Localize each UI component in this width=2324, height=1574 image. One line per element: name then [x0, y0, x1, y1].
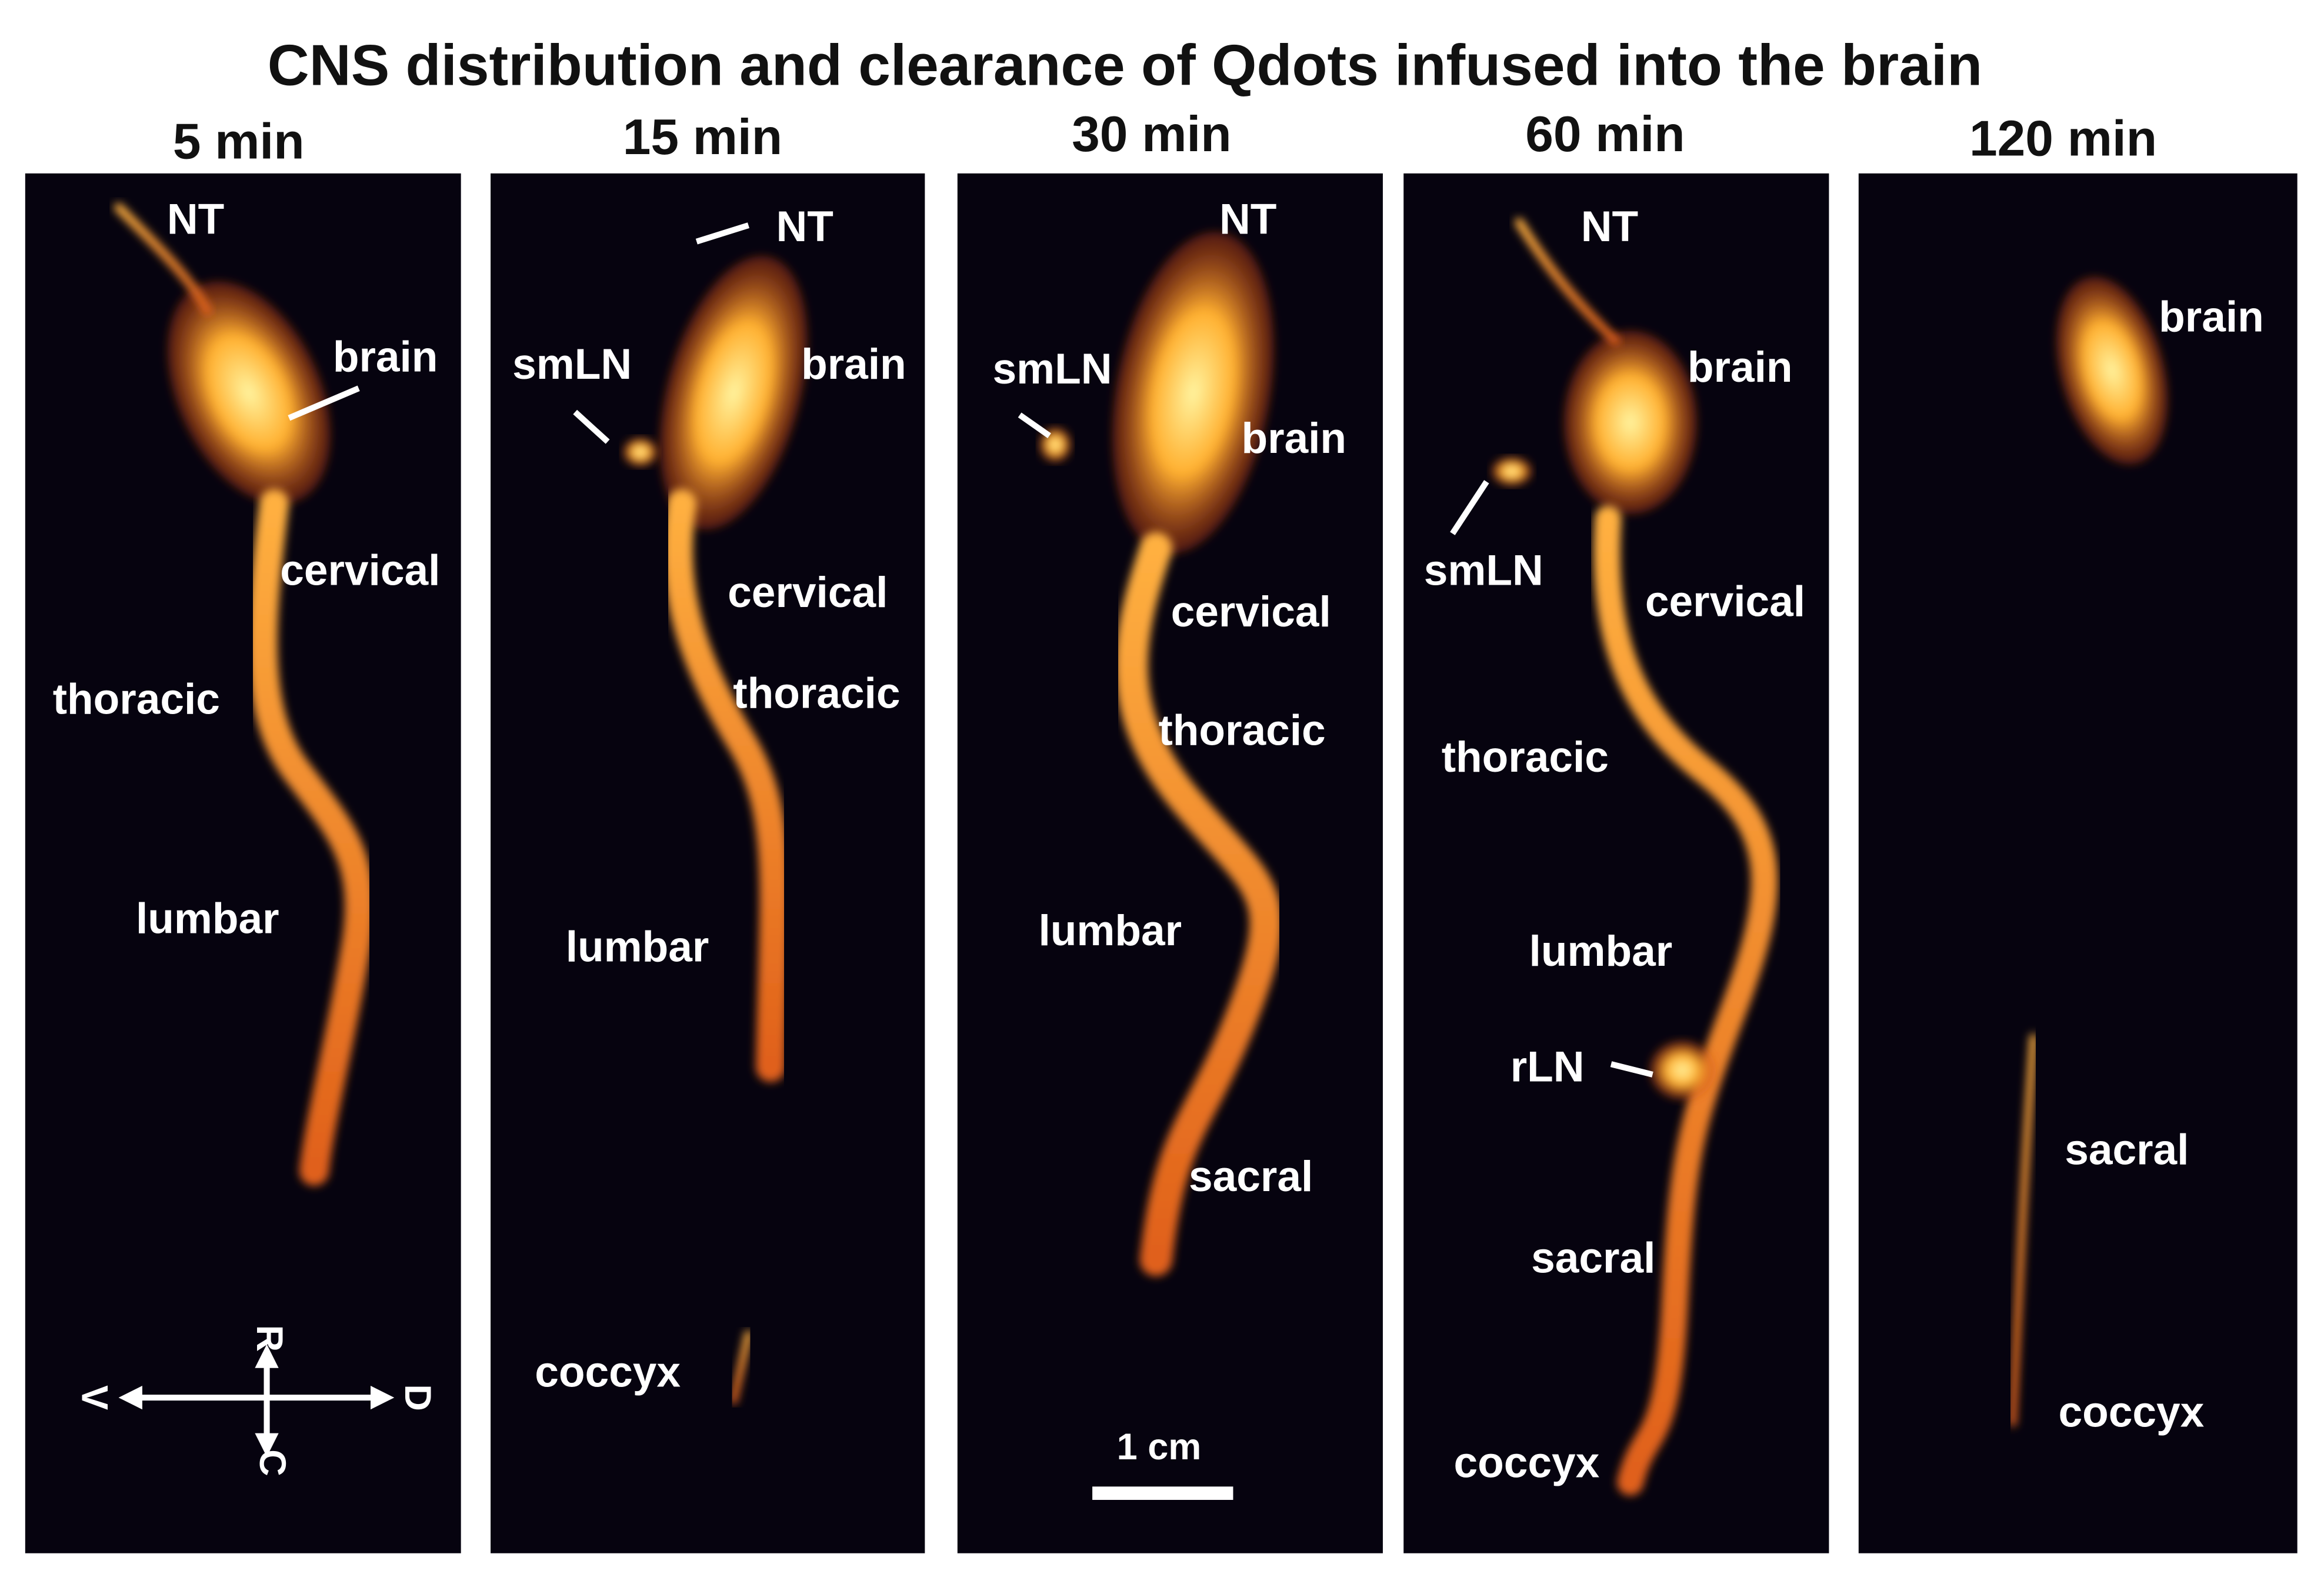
region-label: sacral — [1531, 1235, 1655, 1282]
region-label: NT — [167, 195, 224, 243]
region-label: cervical — [1645, 578, 1805, 625]
region-label: thoracic — [53, 676, 220, 723]
region-label: sacral — [2065, 1126, 2189, 1174]
region-label: cervical — [280, 546, 440, 594]
time-label: 15 min — [623, 109, 782, 165]
region-label: thoracic — [1158, 707, 1325, 755]
region-label: cervical — [728, 569, 888, 616]
orientation-label: R — [249, 1325, 290, 1352]
region-label: smLN — [993, 345, 1112, 393]
scale-bar-label: 1 cm — [1117, 1426, 1202, 1468]
region-label: rLN — [1511, 1043, 1585, 1091]
region-label: smLN — [512, 341, 632, 388]
region-label: lumbar — [136, 895, 279, 943]
region-label: lumbar — [1529, 928, 1673, 975]
region-label: coccyx — [2059, 1389, 2205, 1436]
region-label: sacral — [1189, 1153, 1313, 1200]
region-label: brain — [801, 341, 906, 388]
region-label: brain — [1688, 344, 1793, 391]
region-label: smLN — [1424, 546, 1543, 594]
region-label: brain — [2159, 294, 2264, 341]
time-label: 120 min — [1969, 111, 2157, 167]
orientation-label: C — [252, 1449, 293, 1476]
region-label: coccyx — [535, 1349, 681, 1396]
region-label: lumbar — [1039, 907, 1182, 955]
time-label: 60 min — [1525, 106, 1685, 162]
region-label: coccyx — [1453, 1439, 1599, 1486]
region-label: NT — [1581, 203, 1638, 251]
region-label: thoracic — [733, 670, 900, 718]
region-label: brain — [333, 334, 438, 381]
time-label: 30 min — [1072, 106, 1231, 162]
time-label: 5 min — [173, 114, 305, 170]
labels: 5 min NT brain cervical thoracic lumbar 15 min… — [53, 106, 2264, 1486]
region-label: thoracic — [1442, 733, 1609, 781]
region-label: NT — [1219, 195, 1276, 243]
orientation-label: V — [74, 1385, 115, 1410]
region-label: brain — [1241, 415, 1346, 462]
fluorescence — [114, 203, 2168, 1496]
orientation-label: D — [397, 1384, 438, 1410]
figure-title: CNS distribution and clearance of Qdots … — [268, 32, 1982, 97]
region-label: NT — [776, 203, 833, 251]
pointers — [118, 222, 1653, 1500]
region-label: lumbar — [566, 923, 709, 971]
region-label: cervical — [1171, 588, 1331, 636]
